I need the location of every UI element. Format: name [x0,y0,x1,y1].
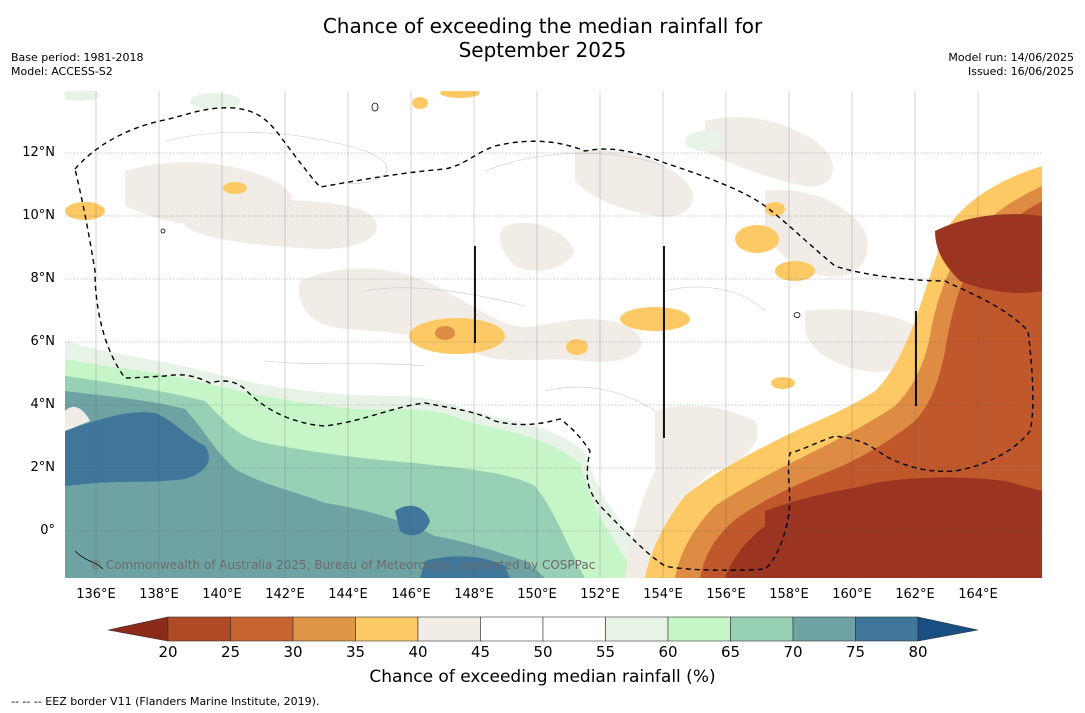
lat-label-10n: 10°N [22,208,55,223]
colorbar-high-arrow [917,616,978,642]
island-outlines [74,102,801,570]
lon-label-136e: 136°E [76,587,116,602]
lon-label-156e: 156°E [706,587,746,602]
colorbar-tick-label: 60 [658,643,678,661]
colorbar-swatch [292,616,356,642]
model-text: Model: ACCESS-S2 [11,65,113,78]
lon-label-140e: 140°E [202,587,242,602]
latitude-gridlines [65,152,1042,532]
rainfall-map [65,91,1042,578]
lon-label-154e: 154°E [643,587,683,602]
model-run-text: Model run: 14/06/2025 [948,51,1074,64]
colorbar-swatch [542,616,606,642]
colorbar-swatch [167,616,231,642]
longitude-gridlines [95,91,979,578]
lat-label-8n: 8°N [30,271,56,286]
dark-teal-region-west [65,412,209,486]
colorbar-swatch [417,616,481,642]
colorbar-tick-label: 70 [783,643,803,661]
copyright-text: © Commonwealth of Australia 2025, Bureau… [90,558,596,572]
orange-patch-central [435,326,455,340]
colorbar-tick-label: 45 [470,643,491,661]
lon-label-146e: 146°E [391,587,431,602]
dark-brown-region-mid [765,480,1015,551]
lat-label-12n: 12°N [22,145,55,160]
colorbar-tick-label: 20 [158,643,178,661]
lon-label-158e: 158°E [769,587,809,602]
model-info: Base period: 1981-2018 Model: ACCESS-S2 [11,51,143,79]
colorbar-tick-label: 80 [908,643,928,661]
title-line-1: Chance of exceeding the median rainfall … [322,14,763,38]
colorbar-tick-label: 75 [845,643,866,661]
colorbar-title: Chance of exceeding median rainfall (%) [369,667,716,687]
colorbar-swatch [480,616,544,642]
dark-brown-region-ne [935,214,1042,293]
lat-label-0: 0° [40,523,55,538]
green-patches-north [65,91,725,151]
lon-label-162e: 162°E [895,587,935,602]
colorbar-swatch [667,616,731,642]
eez-border [74,107,1034,571]
lon-label-150e: 150°E [517,587,557,602]
lon-label-152e: 152°E [580,587,620,602]
beige-patches [65,117,925,578]
colorbar-swatch [730,616,794,642]
lon-label-138e: 138°E [139,587,179,602]
map-title: Chance of exceeding the median rainfall … [0,14,1085,62]
lon-label-164e: 164°E [958,587,998,602]
colorbar-tick-label: 65 [720,643,741,661]
colorbar-tick-label: 25 [220,643,241,661]
title-line-2: September 2025 [458,38,627,62]
colorbar-swatch [605,616,669,642]
run-info: Model run: 14/06/2025 Issued: 16/06/2025 [948,51,1074,79]
lon-label-148e: 148°E [454,587,494,602]
colorbar-low-arrow [108,616,169,642]
colorbar-tick-label: 40 [408,643,428,661]
colorbar-swatch [355,616,419,642]
lat-label-2n: 2°N [30,460,56,475]
base-period-text: Base period: 1981-2018 [11,51,144,64]
issued-text: Issued: 16/06/2025 [967,65,1074,78]
colorbar [108,616,978,642]
eez-footnote: -- -- -- EEZ border V11 (Flanders Marine… [11,695,320,708]
colorbar-tick-label: 55 [595,643,616,661]
lon-label-160e: 160°E [832,587,872,602]
colorbar-tick-label: 35 [345,643,366,661]
colorbar-tick-label: 50 [533,643,553,661]
colorbar-swatch [855,616,919,642]
lat-label-6n: 6°N [30,334,56,349]
lat-label-4n: 4°N [30,397,56,412]
lon-label-144e: 144°E [328,587,368,602]
colorbar-swatch [792,616,856,642]
lon-label-142e: 142°E [265,587,305,602]
yellow-patches [65,91,815,389]
dark-teal-region-south [395,505,510,578]
colorbar-swatch [230,616,294,642]
colorbar-tick-label: 30 [283,643,303,661]
marker-lines [474,246,917,438]
